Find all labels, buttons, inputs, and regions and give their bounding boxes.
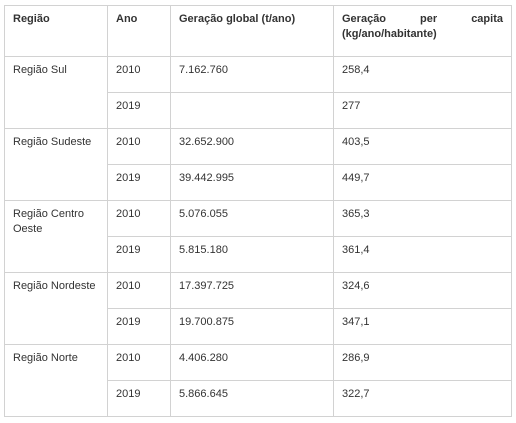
region-cell: Região Sudeste: [4, 128, 108, 201]
table-row: Região Centro Oeste 2010 5.076.055 365,3: [4, 200, 512, 273]
global-generation-cell: 7.162.760: [170, 56, 334, 93]
global-generation-cell: 32.652.900: [170, 128, 334, 165]
table-row: 2019 39.442.995 449,7: [5, 164, 512, 201]
table-row: 2019 5.815.180 361,4: [5, 236, 512, 273]
region-cell: Região Sul: [4, 56, 108, 129]
per-capita-cell: 361,4: [333, 236, 512, 273]
table-header-row: Região Ano Geração global (t/ano) Geraçã…: [4, 5, 512, 57]
per-capita-cell: 347,1: [333, 308, 512, 345]
table-row: 2019 19.700.875 347,1: [5, 308, 512, 345]
year-cell: 2010: [107, 200, 171, 237]
global-generation-cell: 39.442.995: [170, 164, 334, 201]
header-capita-word-1: Geração: [342, 13, 387, 25]
table-row: 2019 5.866.645 322,7: [5, 380, 512, 417]
year-cell: 2010: [107, 344, 171, 381]
per-capita-cell: 286,9: [333, 344, 512, 381]
global-generation-cell: 5.866.645: [170, 380, 334, 417]
per-capita-cell: 258,4: [333, 56, 512, 93]
per-capita-cell: 322,7: [333, 380, 512, 417]
per-capita-cell: 277: [333, 92, 512, 129]
year-cell: 2019: [107, 164, 171, 201]
table-row: Região Norte 2010 4.406.280 286,9: [4, 344, 512, 417]
year-cell: 2010: [107, 272, 171, 309]
year-cell: 2010: [107, 128, 171, 165]
table-row: Região Sul 2010 7.162.760 258,4: [4, 56, 512, 129]
year-cell: 2019: [107, 380, 171, 417]
waste-generation-table: Região Ano Geração global (t/ano) Geraçã…: [4, 5, 512, 417]
year-cell: 2019: [107, 308, 171, 345]
table-row: Região Nordeste 2010 17.397.725 324,6: [4, 272, 512, 345]
global-generation-cell: 5.076.055: [170, 200, 334, 237]
global-generation-cell: 19.700.875: [170, 308, 334, 345]
per-capita-cell: 324,6: [333, 272, 512, 309]
per-capita-cell: 365,3: [333, 200, 512, 237]
header-region: Região: [4, 5, 108, 57]
header-capita-unit: (kg/ano/habitante): [342, 28, 437, 40]
global-generation-cell: 17.397.725: [170, 272, 334, 309]
table-row: Região Sudeste 2010 32.652.900 403,5: [4, 128, 512, 201]
global-generation-cell: 4.406.280: [170, 344, 334, 381]
global-generation-cell: [170, 92, 334, 129]
header-per-capita-generation: Geração per capita (kg/ano/habitante): [333, 5, 512, 57]
year-cell: 2019: [107, 236, 171, 273]
header-year: Ano: [107, 5, 171, 57]
year-cell: 2010: [107, 56, 171, 93]
region-cell: Região Norte: [4, 344, 108, 417]
region-cell: Região Centro Oeste: [4, 200, 108, 273]
per-capita-cell: 449,7: [333, 164, 512, 201]
header-capita-word-2: per: [420, 13, 438, 25]
header-global-generation: Geração global (t/ano): [170, 5, 334, 57]
per-capita-cell: 403,5: [333, 128, 512, 165]
global-generation-cell: 5.815.180: [170, 236, 334, 273]
year-cell: 2019: [107, 92, 171, 129]
header-capita-word-3: capita: [471, 13, 503, 25]
region-cell: Região Nordeste: [4, 272, 108, 345]
